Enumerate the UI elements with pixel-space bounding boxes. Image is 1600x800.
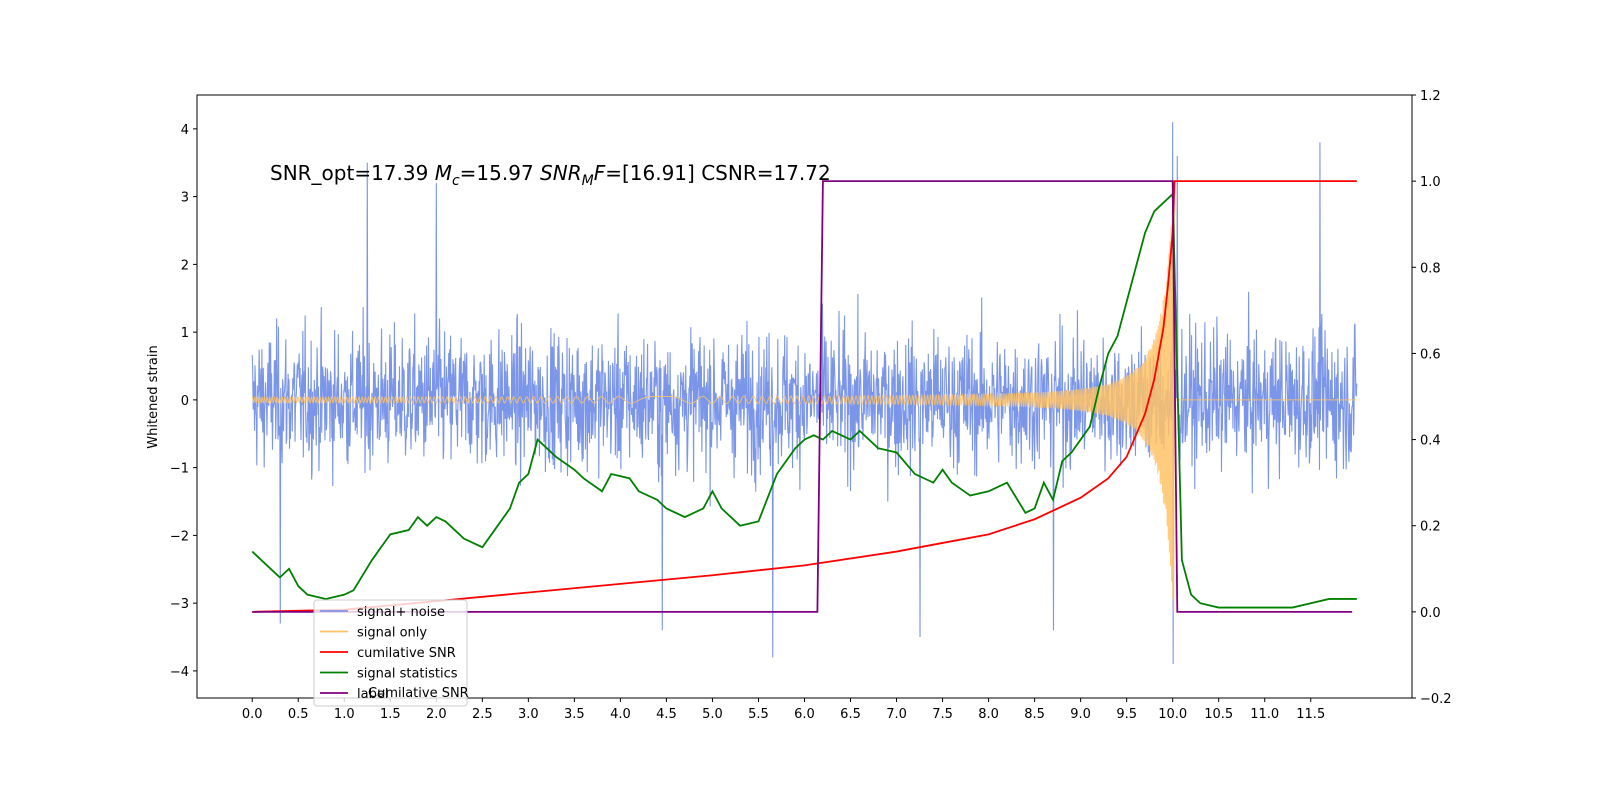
x-tick-label: 11.0 (1250, 707, 1279, 722)
annotation-part: =[16.91] CSNR=17.72 (605, 161, 831, 185)
annotation-part: c (452, 173, 460, 189)
x-tick-label: 6.5 (840, 707, 861, 722)
x-tick-label: 10.5 (1204, 707, 1233, 722)
x-tick-label: 3.5 (564, 707, 585, 722)
y-tick-label: 4 (181, 123, 189, 138)
x-tick-label: 8.0 (978, 707, 999, 722)
y2-tick-label: 1.2 (1420, 89, 1441, 104)
snr-annotation: SNR_opt=17.39 Mc=15.97 SNRMF=[16.91] CSN… (270, 161, 831, 189)
series-layer (251, 180, 1357, 613)
x-tick-label: 7.0 (886, 707, 907, 722)
y-tick-label: 1 (181, 326, 189, 341)
x-tick-label: 5.5 (748, 707, 769, 722)
x-tick-label: 9.5 (1116, 707, 1137, 722)
legend: Cumilative SNR signal+ noise signal only cu… (313, 599, 469, 707)
legend-label: signal statistics (357, 667, 458, 682)
y-axis-label: Whitened strain (146, 345, 161, 448)
x-tick-label: 3.0 (518, 707, 539, 722)
x-axis: 0.0 0.5 1.0 1.5 2.0 2.5 3.0 3.5 4.0 4.5 5.0 5.5 6.0 6… (242, 698, 1325, 722)
x-tick-label: 1.5 (380, 707, 401, 722)
x-tick-label: 9.0 (1070, 707, 1091, 722)
x-tick-label: 8.5 (1024, 707, 1045, 722)
y-tick-label: −1 (170, 462, 189, 477)
y-tick-label: −4 (170, 665, 189, 680)
y-axis-left: 4 3 2 1 0 −1 −2 −3 −4 (170, 123, 197, 680)
y2-tick-label: 0.6 (1420, 347, 1441, 362)
series-signal-statistics (251, 192, 1357, 609)
annotation-part: =15.97 (460, 161, 540, 185)
y-tick-label: 0 (181, 394, 189, 409)
series-label (252, 180, 1353, 613)
y2-tick-label: 0.0 (1420, 606, 1441, 621)
annotation-part: SNR (540, 161, 582, 185)
x-tick-label: 6.0 (794, 707, 815, 722)
y-axis-right: 1.2 1.0 0.8 0.6 0.4 0.2 0.0 −0.2 (1412, 89, 1452, 707)
legend-label: label (357, 687, 388, 702)
x-tick-label: 2.0 (426, 707, 447, 722)
legend-box (313, 599, 468, 707)
annotation-part: M (435, 161, 452, 185)
y2-tick-label: 1.0 (1420, 175, 1441, 190)
y-tick-label: 2 (181, 258, 189, 273)
y-tick-label: −3 (170, 597, 189, 612)
legend-overlap-text: Cumilative SNR (368, 686, 469, 701)
y-tick-label: −2 (170, 529, 189, 544)
legend-label: signal+ noise (357, 605, 445, 620)
annotation-part: SNR_opt=17.39 (270, 161, 435, 185)
y2-tick-label: 0.2 (1420, 520, 1441, 535)
annotation-part: M (582, 173, 594, 189)
annotation-part: F (594, 161, 606, 185)
x-tick-label: 0.5 (288, 707, 309, 722)
series-cumilative-snr (252, 180, 1357, 613)
x-tick-label: 4.5 (656, 707, 677, 722)
legend-label: signal only (357, 626, 427, 641)
x-tick-label: 0.0 (242, 707, 263, 722)
series-signal-only (251, 192, 1357, 613)
legend-label: cumilative SNR (357, 646, 456, 661)
x-tick-label: 1.0 (334, 707, 355, 722)
x-tick-label: 10.0 (1158, 707, 1187, 722)
y-tick-label: 3 (181, 191, 189, 206)
y2-tick-label: 0.8 (1420, 261, 1441, 276)
x-tick-label: 11.5 (1296, 707, 1325, 722)
x-tick-label: 5.0 (702, 707, 723, 722)
x-tick-label: 2.5 (472, 707, 493, 722)
x-tick-label: 4.0 (610, 707, 631, 722)
y2-tick-label: 0.4 (1420, 434, 1441, 449)
x-tick-label: 7.5 (932, 707, 953, 722)
y2-tick-label: −0.2 (1420, 692, 1452, 707)
signal-layer (251, 192, 1357, 613)
